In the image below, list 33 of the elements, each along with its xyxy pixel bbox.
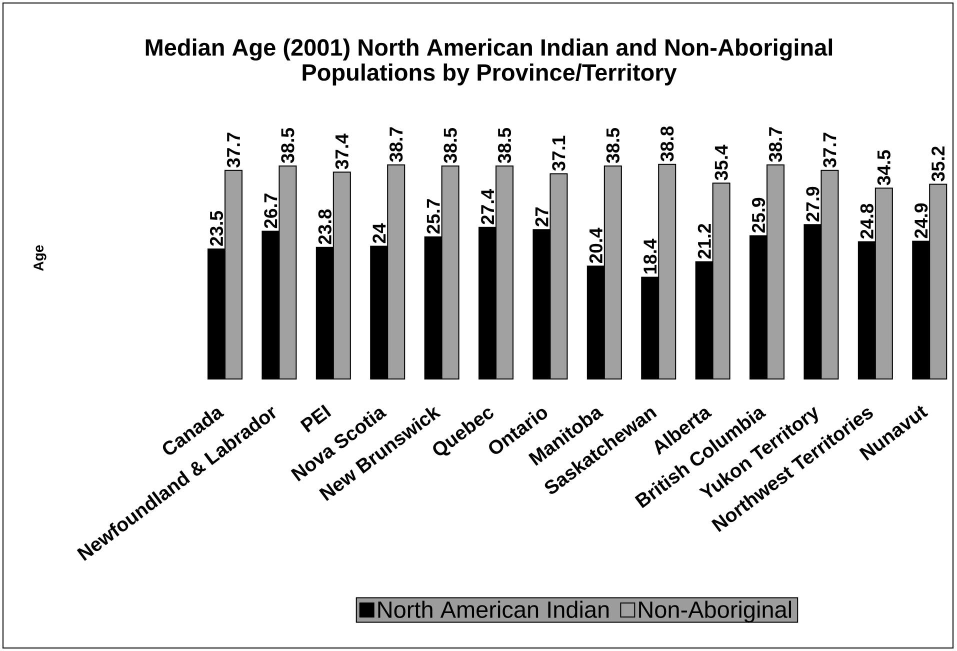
data-label: 25.7 — [426, 199, 440, 234]
data-label: 21.2 — [698, 224, 711, 259]
data-label: 23.8 — [318, 209, 332, 244]
data-label: 27.9 — [806, 186, 820, 222]
data-label: 35.4 — [714, 144, 728, 180]
data-label: 37.7 — [226, 132, 240, 168]
legend-label: Non-Aboriginal — [639, 600, 792, 623]
y-axis-title: Age — [34, 245, 46, 271]
data-label: 38.5 — [606, 128, 620, 164]
data-label: 38.5 — [444, 128, 457, 164]
data-label: 18.4 — [644, 238, 657, 274]
data-label: 27 — [535, 207, 548, 226]
data-label: 34.5 — [877, 150, 890, 186]
data-label: 25.9 — [752, 198, 766, 233]
chart-title: Median Age (2001) North American Indian and Non-Aboriginal Populations by Province/Territory — [146, 38, 832, 86]
data-label: 37.4 — [335, 134, 348, 170]
data-label: 24 — [372, 223, 386, 244]
x-tick-label: PEI — [300, 404, 332, 433]
data-label: 38.7 — [390, 127, 403, 162]
data-label: 38.8 — [660, 126, 674, 162]
data-label: 38.5 — [498, 128, 512, 164]
data-label: 38.5 — [281, 128, 294, 164]
data-label: 24.9 — [914, 203, 928, 238]
legend-label: North American Indian — [378, 600, 609, 618]
data-label: 37.1 — [552, 136, 566, 171]
data-label: 23.5 — [210, 211, 224, 246]
data-label: 20.4 — [589, 228, 602, 263]
data-label: 26.7 — [264, 194, 278, 228]
data-label: 35.2 — [932, 146, 945, 182]
data-label: 24.8 — [860, 204, 874, 239]
data-label: 27.4 — [481, 189, 494, 224]
data-label: 38.7 — [768, 127, 782, 162]
data-label: 37.7 — [823, 132, 836, 168]
